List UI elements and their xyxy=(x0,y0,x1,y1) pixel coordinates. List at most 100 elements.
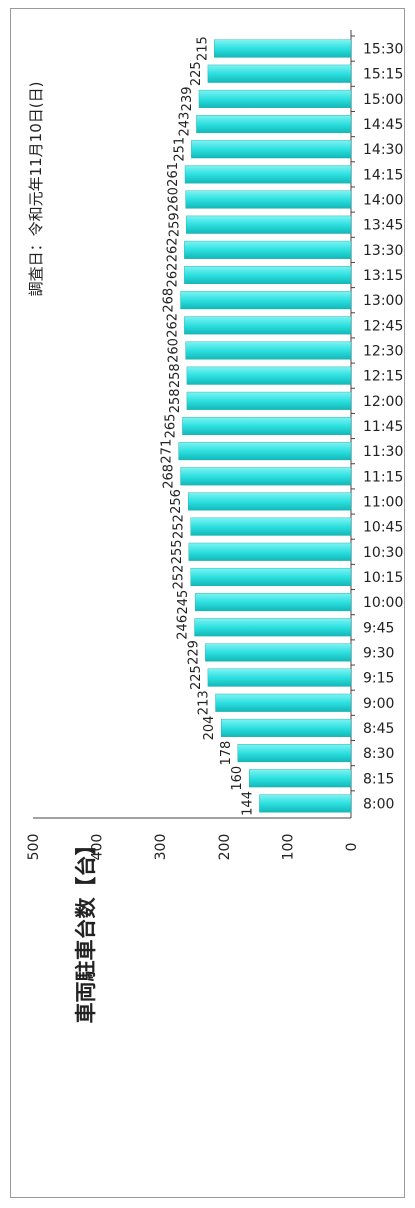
data-label: 260 xyxy=(167,338,182,363)
data-label: 246 xyxy=(176,615,191,640)
labels: 8:00 144 8:15 160 8:30 178 8:45 204 9:00 213 9:15 2… xyxy=(26,36,403,1023)
chart-frame: 8:00 144 8:15 160 8:30 178 8:45 204 9:00 213 9:15 2… xyxy=(10,8,405,1198)
bar-1245 xyxy=(184,316,352,335)
bar-1100 xyxy=(187,492,352,511)
category-label: 10:30 xyxy=(363,545,403,561)
category-label: 10:15 xyxy=(363,570,403,586)
category-label: 12:45 xyxy=(363,318,403,334)
data-label: 262 xyxy=(165,263,180,288)
value-tick-label: 200 xyxy=(217,834,233,861)
bar-1430 xyxy=(191,140,352,159)
data-label: 255 xyxy=(170,539,185,564)
category-label: 13:15 xyxy=(363,268,403,284)
category-label: 11:30 xyxy=(363,444,403,460)
data-label: 260 xyxy=(167,187,182,212)
category-label: 11:00 xyxy=(363,494,403,510)
data-label: 239 xyxy=(180,86,195,111)
bar-1200 xyxy=(186,391,352,410)
category-label: 11:45 xyxy=(363,419,403,435)
data-label: 268 xyxy=(162,464,177,489)
data-label: 252 xyxy=(172,514,187,539)
survey-date-note: 調査日：令和元年11月10日(日) xyxy=(27,82,45,297)
category-label: 9:15 xyxy=(363,671,394,687)
category-label: 13:45 xyxy=(363,218,403,234)
category-label: 12:15 xyxy=(363,369,403,385)
value-tick-label: 100 xyxy=(280,834,296,861)
data-label: 258 xyxy=(168,388,183,413)
bar-815 xyxy=(249,769,352,788)
data-label: 258 xyxy=(168,363,183,388)
bar-1000 xyxy=(194,593,352,612)
category-label: 9:45 xyxy=(363,620,394,636)
data-label: 259 xyxy=(167,212,182,237)
data-label: 268 xyxy=(162,288,177,313)
value-tick-label: 500 xyxy=(26,834,42,861)
bar-1300 xyxy=(180,291,352,310)
value-tick-label: 400 xyxy=(90,834,106,861)
bar-845 xyxy=(221,718,352,737)
bar-1500 xyxy=(198,89,352,108)
data-label: 213 xyxy=(197,690,212,715)
bar-930 xyxy=(205,643,352,662)
bar-1045 xyxy=(190,517,352,536)
category-label: 10:00 xyxy=(363,595,403,611)
bar-1145 xyxy=(182,416,352,436)
bar-830 xyxy=(237,744,352,763)
category-label: 14:45 xyxy=(363,117,403,133)
category-label: 13:30 xyxy=(363,243,403,259)
data-label: 225 xyxy=(189,665,204,690)
data-label: 229 xyxy=(186,640,201,665)
data-label: 178 xyxy=(219,741,234,766)
category-label: 11:15 xyxy=(363,469,403,485)
bar-900 xyxy=(215,693,352,712)
bar-1130 xyxy=(178,442,352,461)
category-label: 14:15 xyxy=(363,167,403,183)
bar-1230 xyxy=(185,341,352,360)
data-label: 225 xyxy=(189,61,204,86)
bar-1330 xyxy=(184,240,352,259)
category-label: 8:15 xyxy=(363,771,394,787)
data-label: 204 xyxy=(202,716,217,741)
data-label: 261 xyxy=(166,162,181,187)
bar-945 xyxy=(194,618,352,637)
value-tick-label: 0 xyxy=(344,843,360,852)
bars xyxy=(178,39,352,813)
bar-1515 xyxy=(207,64,352,83)
category-label: 10:45 xyxy=(363,520,403,536)
data-label: 262 xyxy=(165,237,180,262)
bar-1315 xyxy=(184,266,352,285)
value-tick-label: 300 xyxy=(153,834,169,861)
category-label: 12:00 xyxy=(363,394,403,410)
bar-1445 xyxy=(196,115,352,134)
category-label: 8:00 xyxy=(363,796,394,812)
category-label: 15:00 xyxy=(363,92,403,108)
data-label: 243 xyxy=(177,112,192,137)
bar-915 xyxy=(207,668,352,687)
data-label: 256 xyxy=(169,489,184,514)
bar-1530 xyxy=(214,39,352,58)
category-label: 9:00 xyxy=(363,696,394,712)
bar-1345 xyxy=(186,215,352,234)
value-axis-title: 車両駐車台数【台】 xyxy=(74,835,98,1024)
data-label: 215 xyxy=(195,36,210,61)
category-label: 15:15 xyxy=(363,67,403,83)
category-label: 15:30 xyxy=(363,42,403,58)
bar-800 xyxy=(259,794,352,813)
category-label: 8:45 xyxy=(363,721,394,737)
data-label: 271 xyxy=(160,439,175,464)
category-label: 8:30 xyxy=(363,746,394,762)
data-label: 252 xyxy=(172,565,187,590)
category-label: 14:30 xyxy=(363,142,403,158)
category-label: 9:30 xyxy=(363,645,394,661)
data-label: 262 xyxy=(165,313,180,338)
data-label: 265 xyxy=(163,414,178,439)
bar-1215 xyxy=(186,366,352,385)
category-label: 13:00 xyxy=(363,293,403,309)
data-label: 251 xyxy=(172,137,187,162)
bar-1030 xyxy=(188,542,352,561)
bar-1400 xyxy=(185,190,352,209)
bar-1115 xyxy=(180,467,352,486)
data-label: 144 xyxy=(240,791,255,816)
bar-1015 xyxy=(190,567,352,586)
bar-1415 xyxy=(184,165,352,184)
